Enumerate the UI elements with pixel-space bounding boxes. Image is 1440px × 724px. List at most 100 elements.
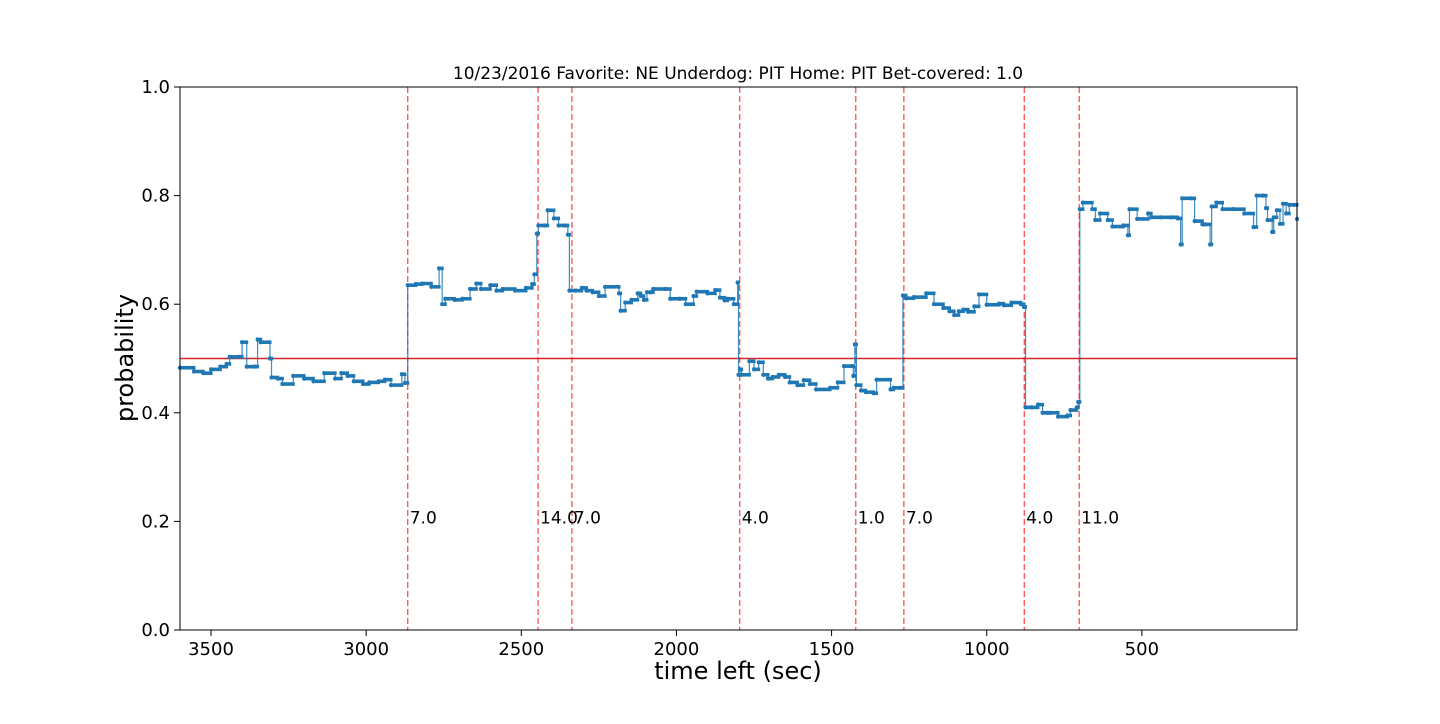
data-point-0-90	[737, 367, 743, 372]
data-point-0-122	[924, 291, 929, 296]
data-point-0-140	[1035, 402, 1041, 407]
data-point-0-127	[956, 309, 961, 314]
series-segment-0-46	[501, 287, 517, 291]
data-point-0-8	[239, 340, 245, 345]
data-point-0-65	[602, 284, 608, 289]
data-point-0-15	[275, 376, 280, 381]
data-point-0-10	[252, 364, 257, 369]
series-segment-0-35	[429, 285, 441, 289]
data-point-0-159	[1135, 216, 1140, 222]
data-point-0-26	[367, 380, 372, 385]
y-tick-label-0: 0.0	[141, 620, 170, 641]
data-point-0-185	[1277, 221, 1283, 226]
series-segment-0-175	[1231, 207, 1246, 211]
series-segment-0-23	[346, 374, 356, 378]
data-point-0-117	[891, 385, 896, 390]
data-point-0-189	[1291, 202, 1296, 207]
chart-title: 10/23/2016 Favorite: NE Underdog: PIT Ho…	[453, 64, 1023, 84]
data-point-0-93	[751, 367, 757, 372]
data-point-0-17	[291, 373, 296, 378]
data-point-0-85	[722, 298, 727, 303]
data-point-0-29	[388, 383, 394, 388]
plot-frame	[179, 86, 1298, 631]
series-segment-0-62	[584, 288, 595, 293]
series-segment-0-92	[747, 359, 756, 364]
event-label-1: 14.0	[540, 508, 578, 528]
data-point-0-145	[1065, 413, 1070, 418]
data-point-0-57	[562, 223, 567, 228]
data-point-0-36	[436, 266, 442, 271]
series-segment-0-98	[777, 372, 787, 377]
data-point-0-23	[345, 373, 350, 378]
data-point-0-111	[854, 383, 859, 388]
x-tick-label-1: 3000	[343, 639, 389, 660]
series-segment-0-99	[783, 375, 792, 379]
data-point-0-154	[1105, 217, 1110, 223]
data-point-0-181	[1265, 217, 1270, 223]
series-segment-0-102	[802, 378, 812, 383]
data-point-0-41	[468, 286, 473, 292]
data-point-0-148	[1076, 399, 1081, 405]
series-segment-0-81	[695, 289, 709, 294]
data-point-0-66	[616, 291, 622, 296]
data-point-0-108	[849, 364, 854, 369]
x-tick-label-6: 500	[1125, 639, 1159, 660]
data-point-0-40	[460, 296, 465, 301]
series-segment-0-32	[406, 283, 418, 287]
series-group	[177, 193, 1300, 419]
series-segment-0-75	[651, 287, 668, 291]
data-point-0-134	[1001, 303, 1006, 308]
series-segment-0-22	[339, 371, 350, 375]
data-point-0-149	[1077, 207, 1082, 212]
series-segment-0-3	[209, 367, 222, 372]
data-point-0-61	[579, 285, 584, 291]
data-point-0-97	[770, 374, 775, 380]
series-segment-0-128	[961, 307, 970, 312]
y-axis-ticks: 0.0 0.2 0.4 0.6 0.8 1.0	[141, 77, 180, 641]
y-tick-label-3: 0.6	[141, 294, 170, 315]
series-segment-0-105	[828, 386, 840, 390]
data-point-0-43	[478, 286, 484, 292]
data-point-0-175	[1231, 207, 1236, 212]
series-segment-0-29	[389, 383, 404, 387]
data-point-0-83	[713, 287, 718, 293]
data-point-0-109	[851, 373, 856, 378]
data-point-0-30	[399, 372, 404, 377]
data-point-0-155	[1110, 224, 1115, 229]
y-tick-label-2: 0.4	[141, 403, 170, 424]
series-segment-0-77	[668, 296, 682, 301]
series-segment-0-28	[383, 377, 393, 382]
data-point-0-133	[997, 301, 1002, 306]
data-point-0-153	[1097, 211, 1103, 216]
data-point-0-150	[1080, 200, 1086, 205]
data-point-0-5	[224, 361, 229, 367]
series-segment-0-176	[1242, 211, 1256, 216]
series-segment-0-168	[1193, 219, 1204, 223]
series-segment-0-174	[1221, 207, 1235, 211]
data-point-0-142	[1045, 410, 1050, 415]
series-segment-0-52	[536, 223, 547, 228]
series-segment-0-140	[1036, 402, 1045, 407]
series-line-0	[180, 195, 1298, 418]
data-point-0-64	[596, 293, 601, 299]
data-point-0-38	[443, 296, 448, 301]
data-point-0-157	[1125, 233, 1130, 238]
series-segment-0-63	[591, 290, 601, 295]
series-segment-0-155	[1110, 224, 1125, 229]
series-segment-0-12	[259, 340, 272, 345]
data-point-0-39	[452, 297, 457, 302]
series-segment-0-1	[192, 369, 205, 374]
data-point-0-86	[725, 296, 730, 301]
x-tick-label-2: 2500	[498, 639, 544, 660]
data-point-0-179	[1260, 193, 1265, 198]
series-segment-0-104	[814, 387, 832, 392]
series-segment-0-18	[302, 376, 315, 381]
data-point-0-74	[647, 290, 653, 295]
data-point-0-12	[258, 340, 263, 345]
series-segment-0-166	[1180, 196, 1194, 201]
series-segment-0-153	[1098, 211, 1110, 216]
series-segment-0-94	[757, 360, 765, 365]
data-point-0-130	[972, 304, 977, 309]
series-segment-0-133	[997, 301, 1006, 306]
